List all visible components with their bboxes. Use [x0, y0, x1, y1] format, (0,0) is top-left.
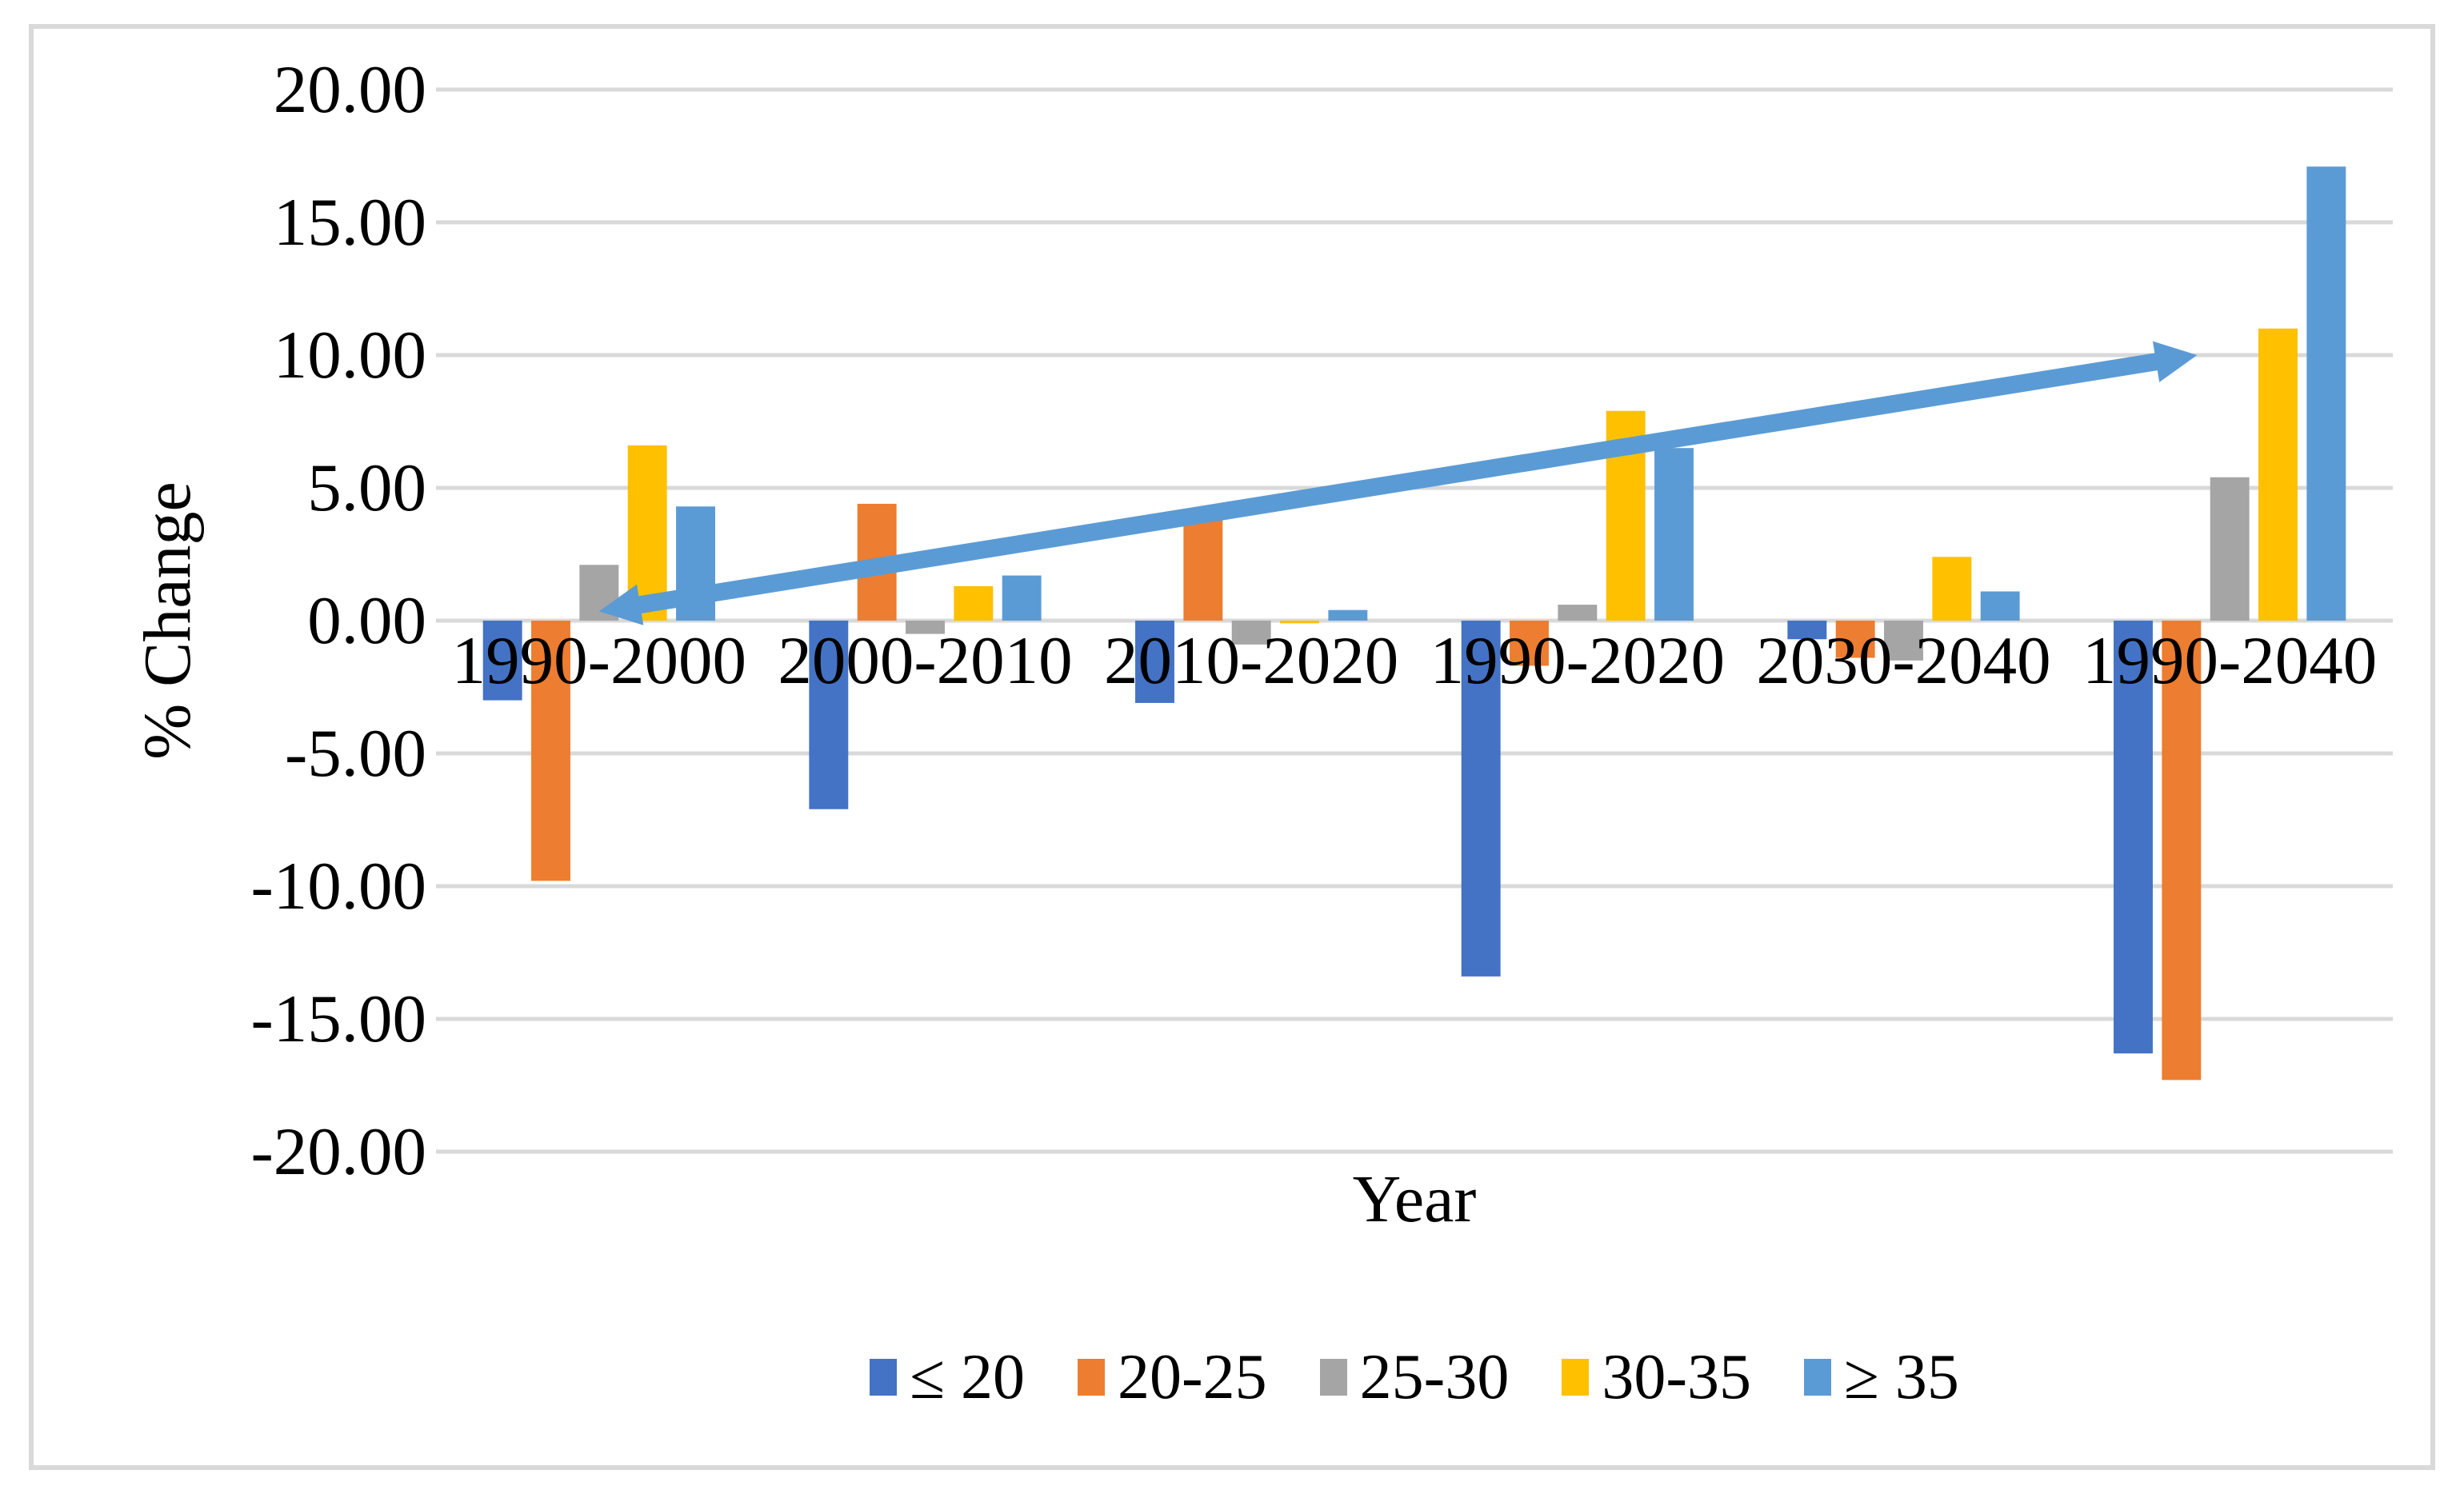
bar-30-35-1990-2040: [2258, 328, 2298, 621]
legend-label: ≤ 20: [910, 1342, 1026, 1412]
legend-item: 25-30: [1319, 1342, 1510, 1412]
y-tick-label: 10.00: [273, 318, 426, 393]
legend-item: ≤ 20: [870, 1343, 1025, 1412]
bar-20-25-2030-2040: [1835, 621, 1875, 658]
chart-legend: ≤ 20 20-25 25-30 30-35 ≥ 35: [436, 1340, 2393, 1414]
bar-≤ 20-1990-2040: [2114, 621, 2153, 1054]
y-tick-label: -20.00: [250, 1114, 426, 1189]
bar-25-30-1990-2040: [2210, 477, 2250, 621]
bar-≥ 35-1990-2040: [2306, 166, 2346, 621]
bar-25-30-2030-2040: [1884, 621, 1923, 661]
y-tick-label: 5.00: [307, 450, 426, 525]
bar-≤ 20-2030-2040: [1787, 621, 1827, 640]
bar-30-35-2000-2010: [954, 585, 994, 621]
bar-≥ 35-2000-2010: [1002, 575, 1042, 621]
trend-arrow: [598, 341, 2198, 625]
legend-swatch-icon: [1319, 1359, 1347, 1396]
bar-20-25-1990-2000: [531, 621, 570, 881]
x-category-label: 1990-2000: [451, 623, 746, 698]
x-category-label: 2010-2020: [1104, 623, 1399, 698]
y-tick-label: -10.00: [250, 849, 426, 924]
x-category-label: 2000-2010: [778, 623, 1073, 698]
legend-item: ≥ 35: [1803, 1342, 1959, 1412]
x-category-label: 1990-2020: [1430, 623, 1725, 698]
legend-item: 30-35: [1562, 1343, 1751, 1412]
x-axis-title: Year: [1352, 1162, 1477, 1236]
legend-label: 30-35: [1602, 1342, 1751, 1412]
bar-20-25-2010-2020: [1183, 519, 1223, 621]
legend-label: 25-30: [1359, 1342, 1510, 1412]
x-category-label: 1990-2040: [2082, 623, 2378, 698]
bar-≤ 20-2000-2010: [809, 621, 849, 809]
legend-swatch-icon: [1078, 1359, 1106, 1396]
bar-20-25-1990-2040: [2162, 621, 2202, 1081]
legend-label: 20-25: [1118, 1342, 1267, 1412]
y-tick-label: -15.00: [250, 981, 426, 1057]
bar-25-30-1990-2020: [1558, 605, 1598, 621]
y-tick-label: -5.00: [284, 716, 426, 791]
bar-30-35-2010-2020: [1280, 621, 1319, 624]
legend-swatch-icon: [1562, 1359, 1590, 1396]
x-category-label: 2030-2040: [1756, 623, 2051, 698]
figure-border: [29, 24, 2435, 1470]
bar-≤ 20-1990-2020: [1461, 621, 1501, 977]
y-tick-label: 15.00: [273, 185, 426, 260]
legend-label: ≥ 35: [1843, 1342, 1959, 1412]
bar-20-25-1990-2020: [1510, 621, 1549, 666]
bar-30-35-2030-2040: [1932, 557, 1972, 621]
bar-≤ 20-1990-2000: [482, 621, 522, 701]
bar-≥ 35-1990-2020: [1654, 448, 1694, 621]
legend-item: 20-25: [1078, 1343, 1267, 1412]
legend-swatch-icon: [1803, 1359, 1831, 1396]
y-tick-label: 20.00: [273, 52, 426, 127]
bar-≥ 35-2010-2020: [1328, 609, 1368, 621]
y-axis-title: % Change: [130, 481, 205, 760]
bar-≤ 20-2010-2020: [1135, 621, 1174, 703]
y-tick-label: 0.00: [307, 583, 426, 658]
bar-25-30-2000-2010: [906, 621, 945, 634]
legend-swatch-icon: [870, 1359, 898, 1396]
bar-≥ 35-2030-2040: [1980, 591, 2020, 621]
bar-25-30-2010-2020: [1231, 621, 1271, 645]
